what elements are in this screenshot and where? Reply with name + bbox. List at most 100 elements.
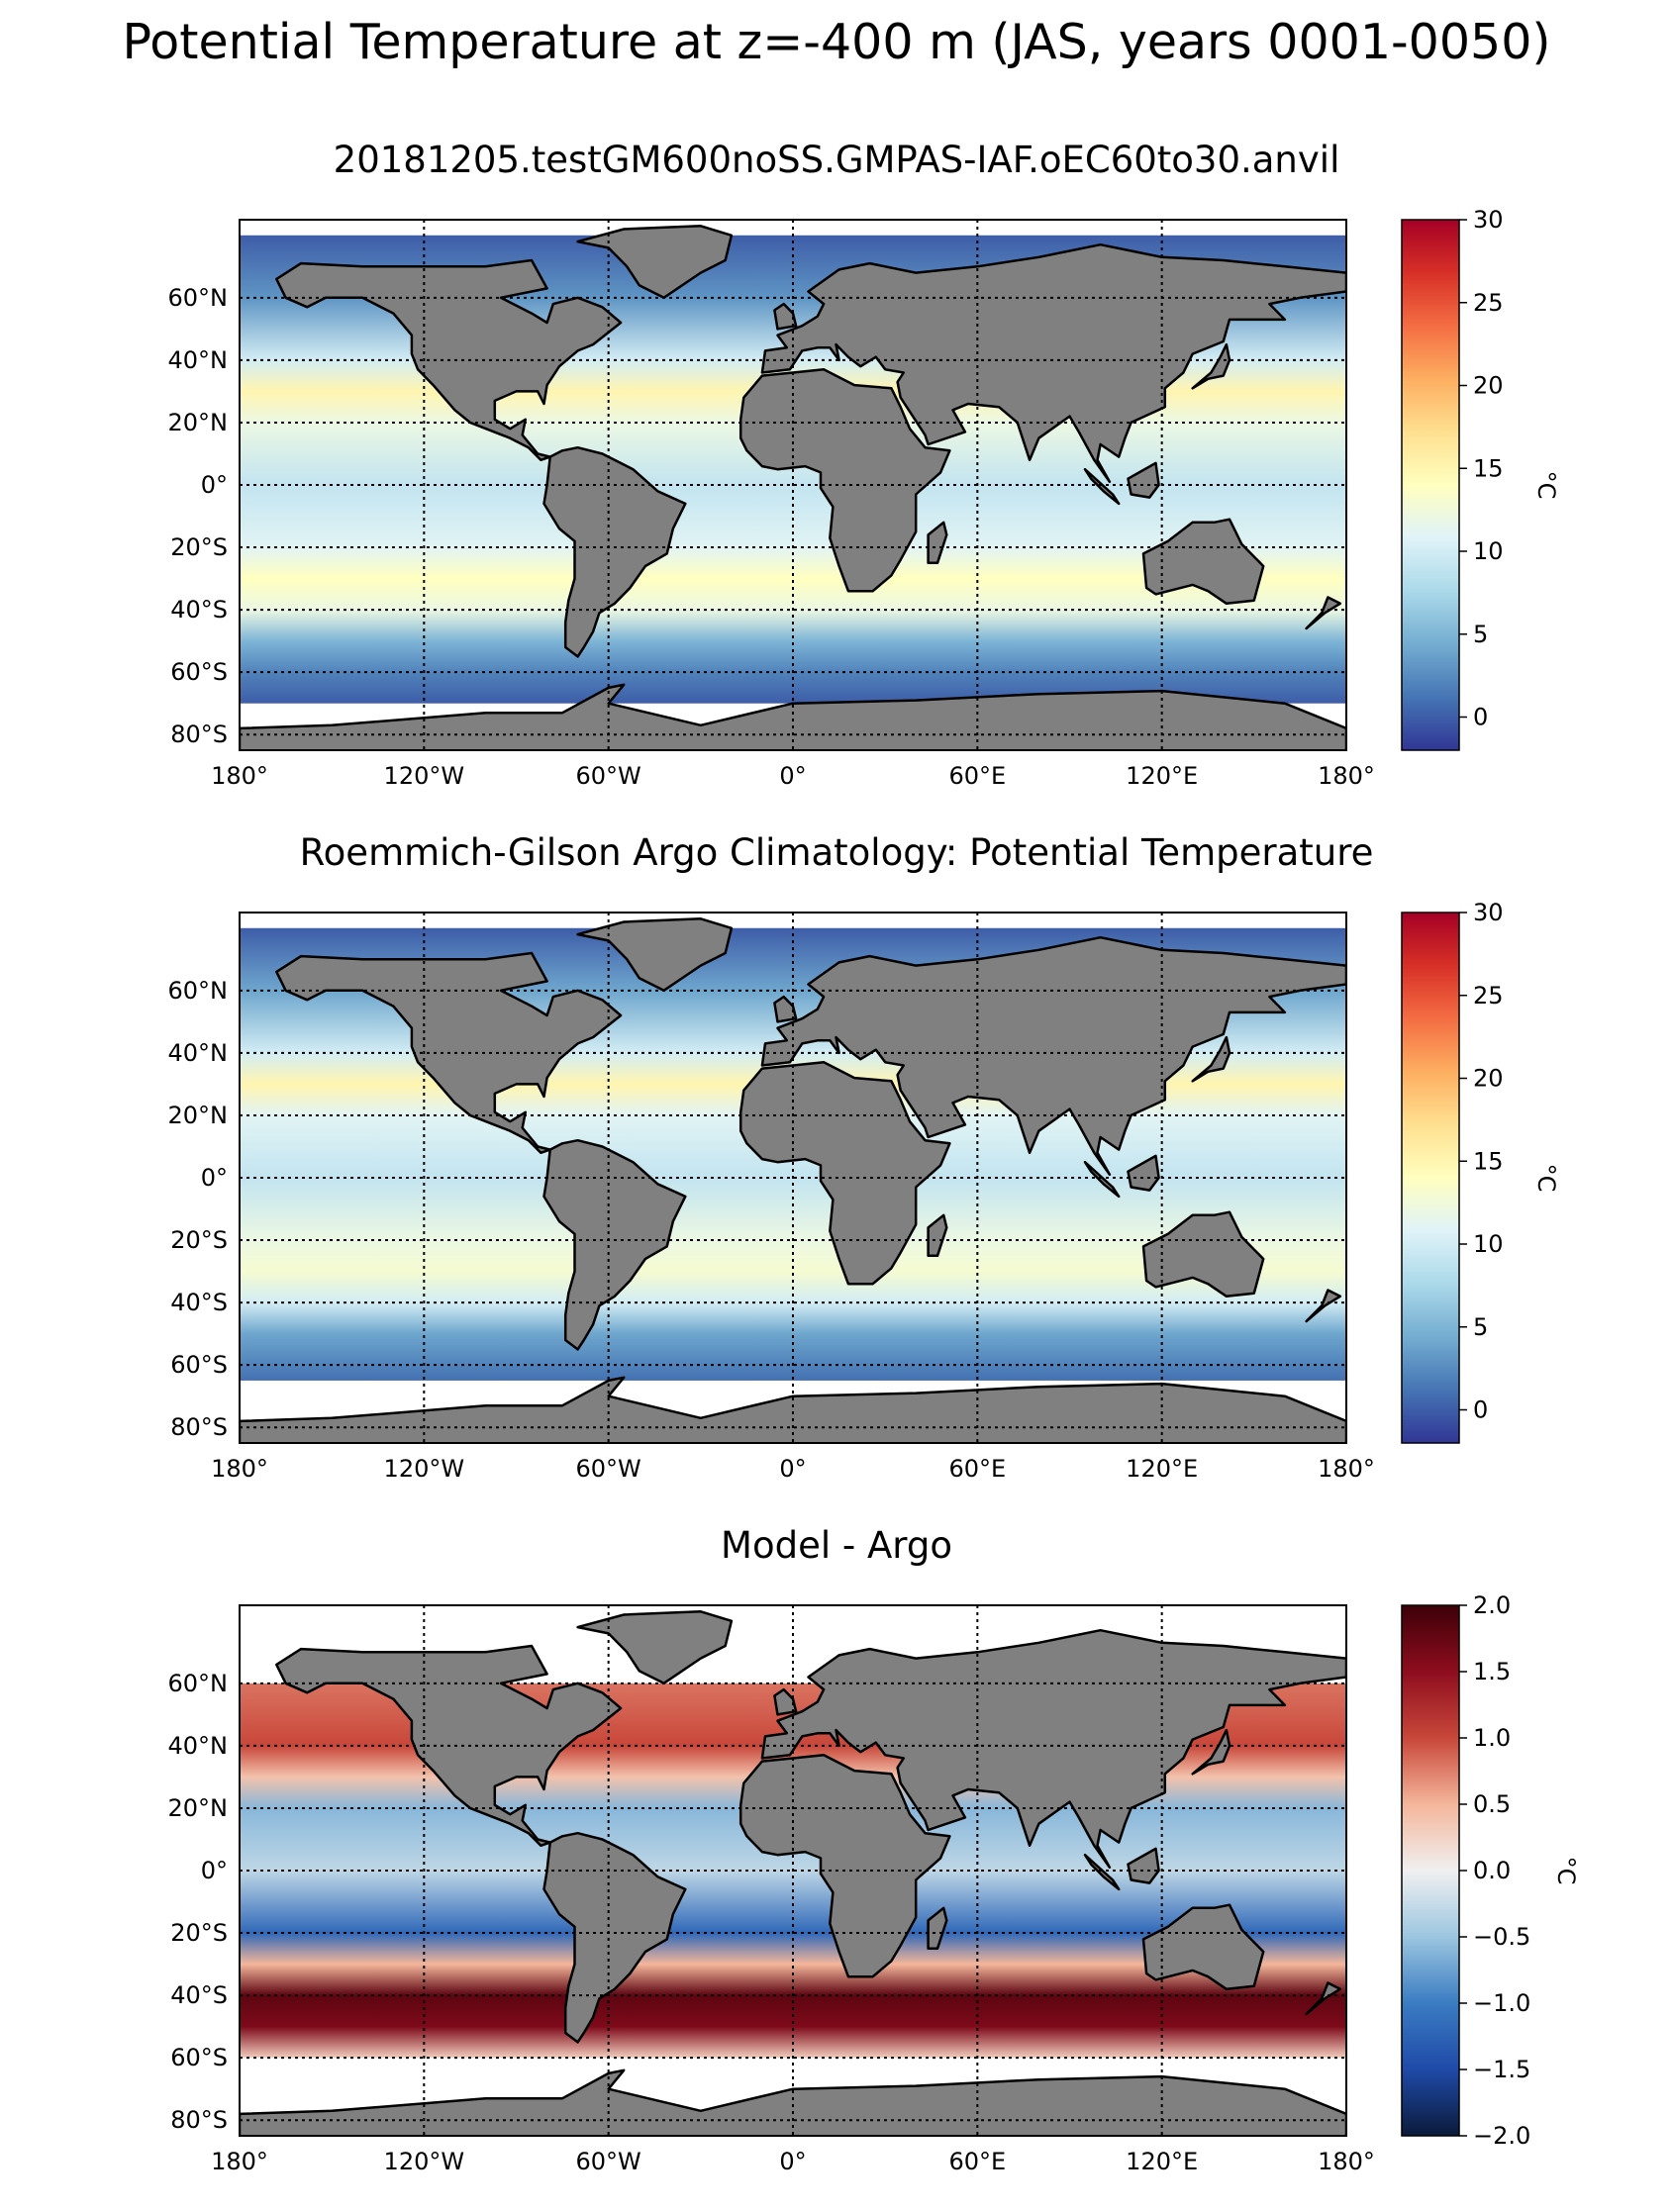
land-australia <box>1141 1903 1265 1991</box>
land-borneo <box>1127 1847 1160 1884</box>
colorbar-tick-label: 20 <box>1473 372 1504 400</box>
land-new-zealand <box>1305 1289 1342 1323</box>
colorbar-tick-label: 0 <box>1473 704 1488 731</box>
land-antarctica <box>240 683 1346 750</box>
colorbar-tick-label: 30 <box>1473 206 1504 234</box>
x-tick-label: 60°W <box>576 2148 641 2175</box>
x-tick-label: 0° <box>779 1455 806 1483</box>
colorbar-tick-label: 10 <box>1473 537 1504 565</box>
land-eurasia <box>760 1628 1346 1870</box>
land-africa <box>738 368 951 593</box>
land-eurasia <box>760 935 1346 1177</box>
land-borneo <box>1127 1154 1160 1192</box>
land-new-zealand <box>1305 1981 1342 2016</box>
y-tick-label: 80°S <box>170 721 228 748</box>
y-tick-label: 40°N <box>168 1732 229 1760</box>
colorbar-unit-label: °C <box>1552 1857 1580 1885</box>
y-tick-label: 20°N <box>168 409 229 436</box>
colorbar-tick-label: 5 <box>1473 621 1488 648</box>
colorbar-tick-label: 30 <box>1473 899 1504 926</box>
y-tick-label: 40°N <box>168 1039 229 1067</box>
land-africa <box>738 1061 951 1286</box>
x-tick-label: 60°W <box>576 762 641 790</box>
land-japan <box>1191 1728 1231 1776</box>
x-tick-label: 60°E <box>948 1455 1006 1483</box>
y-tick-label: 60°S <box>170 1351 228 1379</box>
x-tick-label: 180° <box>211 762 268 790</box>
colorbar-tick-label: 15 <box>1473 454 1504 482</box>
land-antarctica <box>240 2068 1346 2136</box>
y-tick-label: 80°S <box>170 2106 228 2134</box>
land-antarctica <box>240 1376 1346 1443</box>
colorbar-tick-label: 0.0 <box>1473 1857 1511 1884</box>
map-panel-3: 180° 120°W 60°W 0° 60°E 120°E 180° 60°N 40°N 20°N… <box>168 1591 1581 2175</box>
land-africa <box>738 1754 951 1978</box>
colorbar-tick-label: 20 <box>1473 1065 1504 1093</box>
x-tick-label: 0° <box>779 762 806 790</box>
colorbar-unit-label: °C <box>1532 471 1560 500</box>
y-tick-label: 40°S <box>170 1289 228 1316</box>
x-tick-label: 180° <box>1318 1455 1375 1483</box>
colorbar-tick-label: 10 <box>1473 1230 1504 1258</box>
colorbar-tick-label: 1.0 <box>1473 1724 1511 1752</box>
y-tick-label: 0° <box>201 471 228 499</box>
y-tick-label: 60°S <box>170 2044 228 2071</box>
y-tick-label: 20°S <box>170 533 228 561</box>
colorbar-tick-label: 0.5 <box>1473 1790 1511 1818</box>
x-tick-label: 120°E <box>1126 1455 1198 1483</box>
x-tick-label: 60°W <box>576 1455 641 1483</box>
x-tick-label: 120°W <box>384 1455 465 1483</box>
x-tick-label: 120°E <box>1126 762 1198 790</box>
land-eurasia <box>760 242 1346 484</box>
land-japan <box>1191 342 1231 390</box>
colorbar-tick-label: 25 <box>1473 982 1504 1010</box>
x-tick-label: 180° <box>1318 2148 1375 2175</box>
colorbar-unit-label: °C <box>1532 1164 1560 1193</box>
y-tick-label: 60°N <box>168 284 229 312</box>
axes-frame <box>239 1604 1347 2137</box>
y-tick-label: 60°N <box>168 977 229 1005</box>
land-south-america <box>542 445 687 658</box>
land-madagascar <box>927 1906 948 1951</box>
colorbar <box>1401 1604 1460 2137</box>
y-tick-label: 40°S <box>170 1981 228 2009</box>
colorbar-tick-label: 5 <box>1473 1313 1488 1341</box>
y-tick-label: 20°S <box>170 1226 228 1254</box>
land-borneo <box>1127 461 1160 499</box>
y-tick-label: 0° <box>201 1857 228 1884</box>
axes-frame <box>239 219 1347 751</box>
y-tick-label: 20°N <box>168 1794 229 1822</box>
colorbar-tick-label: −1.5 <box>1473 2056 1530 2083</box>
panel-3-title: Model - Argo <box>721 1524 952 1567</box>
colorbar-tick-label: 0 <box>1473 1396 1488 1424</box>
panel-1-title: 20181205.testGM600noSS.GMPAS-IAF.oEC60to… <box>333 139 1340 181</box>
map-panel-2: 180° 120°W 60°W 0° 60°E 120°E 180° 60°N 40°N 20°N… <box>168 899 1561 1483</box>
x-tick-label: 120°W <box>384 2148 465 2175</box>
colorbar-tick-label: −0.5 <box>1473 1923 1530 1951</box>
colorbar-tick-label: 25 <box>1473 289 1504 317</box>
land-south-america <box>542 1138 687 1351</box>
y-tick-label: 60°S <box>170 658 228 686</box>
panel-2-title: Roemmich-Gilson Argo Climatology: Potent… <box>299 831 1374 874</box>
colorbar-tick-label: 2.0 <box>1473 1591 1511 1619</box>
land-madagascar <box>927 1213 948 1258</box>
land-australia <box>1141 1210 1265 1298</box>
x-tick-label: 120°W <box>384 762 465 790</box>
colorbar-tick-label: −2.0 <box>1473 2122 1530 2150</box>
figure-title: Potential Temperature at z=-400 m (JAS, … <box>122 14 1551 70</box>
y-tick-label: 20°S <box>170 1919 228 1947</box>
land-new-zealand <box>1305 596 1342 630</box>
land-madagascar <box>927 521 948 565</box>
colorbar-tick-label: 15 <box>1473 1147 1504 1175</box>
map-panel-1: 180° 120°W 60°W 0° 60°E 120°E 180° 60°N 40°N 20°N… <box>168 206 1561 790</box>
x-tick-label: 120°E <box>1126 2148 1198 2175</box>
land-sumatra <box>1083 1160 1121 1199</box>
x-tick-label: 60°E <box>948 762 1006 790</box>
land-sumatra <box>1083 467 1121 506</box>
land-australia <box>1141 518 1265 606</box>
y-tick-label: 0° <box>201 1164 228 1192</box>
land-japan <box>1191 1035 1231 1083</box>
x-tick-label: 180° <box>211 1455 268 1483</box>
colorbar-tick-label: −1.0 <box>1473 1989 1530 2017</box>
